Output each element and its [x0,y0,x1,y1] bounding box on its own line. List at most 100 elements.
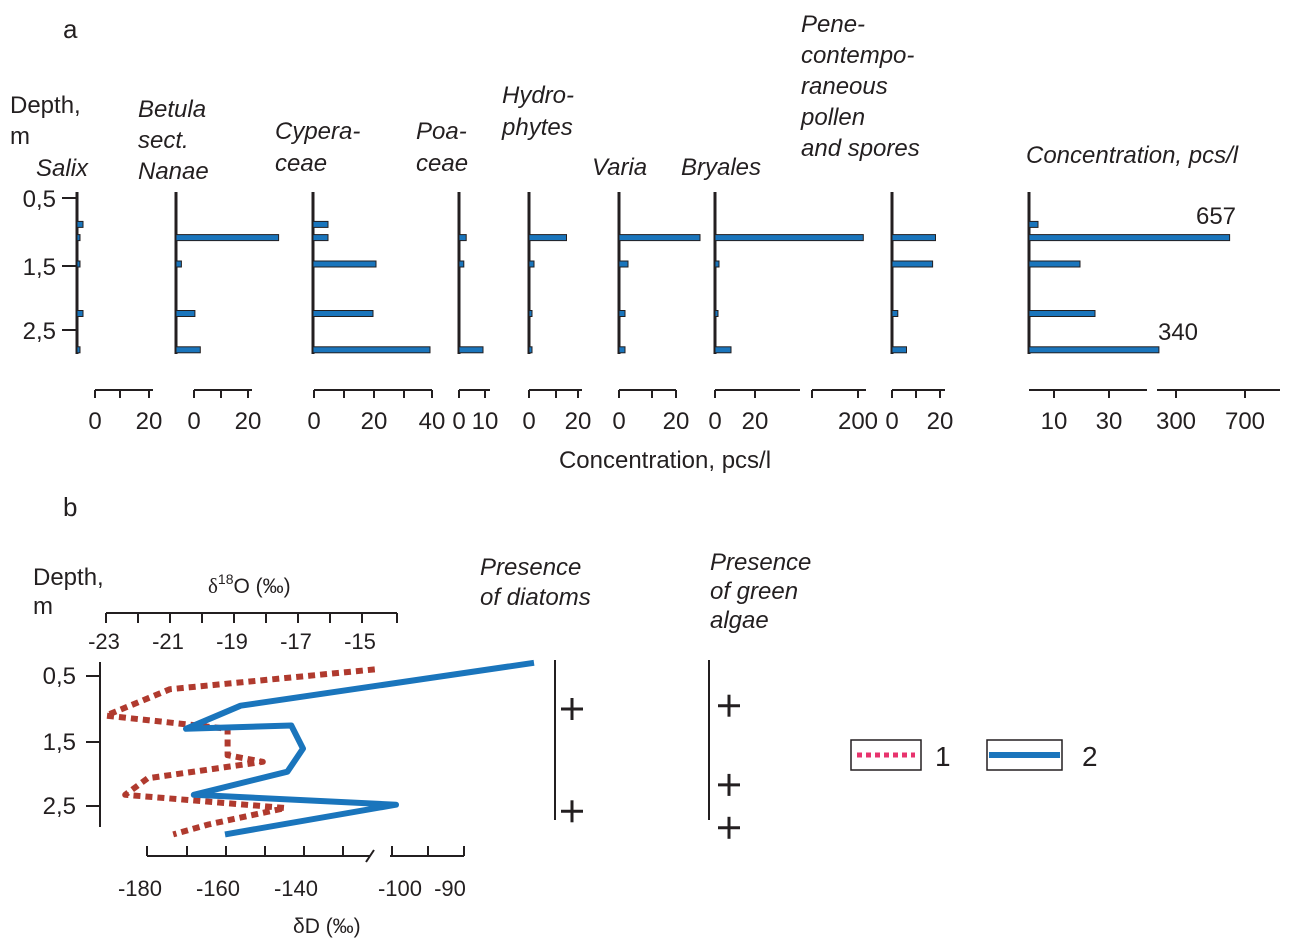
d18o-axis [105,612,398,623]
column-2: Betula sect. Nanae 0 20 [138,96,280,435]
scale-tick-label: 20 [361,408,388,435]
column-5-title: Hydro-phytes [501,82,574,141]
dd-curve [183,659,535,838]
d18o-axis-title: δ18O (‰) [208,571,291,598]
scale-tick-label: 0 [708,408,721,435]
bar [312,220,329,228]
scale-tick-label: 20 [235,408,262,435]
bar [175,310,196,317]
scale-tick-label: 0 [522,408,535,435]
diatom-marker [561,698,583,720]
bar [714,346,732,354]
d18o-tick-1: -23 [88,629,120,654]
scale-tick-label: 20 [565,408,592,435]
algae-title: Presence of green algae [710,549,818,634]
scale-tick-label: 20 [136,408,163,435]
column-4-title: Poa-ceae [416,118,468,177]
bar [891,234,936,242]
column-5: Hydro-phytes 0 20 [501,82,591,435]
column-6-title: Varia [592,154,647,181]
scale-tick-label: 0 [88,408,101,435]
diatom-marker [561,800,583,823]
scale-tick-label: 10 [1041,408,1068,435]
bar [76,220,84,228]
bar [458,234,467,242]
column-6: Varia 0 20 [592,154,701,435]
bar [714,234,864,242]
dd-axis-title: δD (‰) [293,915,361,938]
d18o-tick-4: -17 [280,629,312,654]
bar [714,310,719,317]
column-8: Pene-contempo-raneous pollen and spores 0 20 [800,11,953,435]
bar [312,310,374,317]
green-algae-marker [718,816,740,839]
dd-tick-2: -160 [196,876,240,901]
scale-tick-label: 20 [927,408,954,435]
bar [618,346,626,354]
column-1: Salix 0 20 [36,155,162,435]
panel-a-depth-tick-3: 2,5 [23,318,56,345]
bar [458,346,484,354]
scale-tick-label: 20 [742,408,769,435]
panel-b-depth-label: Depth, m [33,564,110,620]
diatoms-title: Presence of diatoms [480,554,591,611]
d18o-tick-5: -15 [344,629,376,654]
bar [528,260,535,268]
bar [891,260,934,268]
bar [618,260,629,268]
d18o-tick-3: -19 [216,629,248,654]
panel-a-label: a [63,14,78,44]
scale-tick-label: 0 [187,408,200,435]
bar [175,234,280,242]
bar [76,260,81,268]
panel-a-bottom-label: Concentration, pcs/l [559,447,771,474]
bar [175,260,182,268]
dd-axis [146,846,465,863]
column-2-title: Betula sect. Nanae [138,96,209,185]
legend: 1 2 [850,739,1098,772]
scale-tick-label: 0 [452,408,465,435]
scale-tick-label: 0 [885,408,898,435]
bar [76,234,81,242]
column-7-title: Bryales [681,154,761,181]
dd-tick-5: -90 [434,876,466,901]
dd-tick-3: -140 [274,876,318,901]
scale-tick-label: 700 [1225,408,1265,435]
bar [312,346,431,354]
scale-tick-label: 300 [1156,408,1196,435]
bar [312,260,377,268]
panel-b-depth-tick-2: 1,5 [43,729,76,756]
scale-tick-label: 30 [1096,408,1123,435]
dd-tick-1: -180 [118,876,162,901]
bar [528,234,567,242]
panel-b-label: b [63,492,77,522]
green-algae-marker [718,694,740,717]
scale-tick-label: 40 [419,408,446,435]
panel-b-depth-tick-3: 2,5 [43,793,76,820]
dd-tick-4: -100 [378,876,422,901]
bar [1028,260,1081,268]
annotation-340: 340 [1158,319,1198,346]
panel-a-depth-tick-2: 1,5 [23,254,56,281]
d18o-curve [103,666,376,838]
bar [1028,234,1231,242]
column-3-title: Cypera-ceae [275,118,360,177]
scale-tick-label: 0 [307,408,320,435]
bar [618,310,626,317]
bar [528,310,533,317]
bar [1028,310,1096,317]
scale-tick-label: 10 [472,408,499,435]
panel-b-depth-axis [86,662,101,827]
column-9-title: Concentration, pcs/l [1026,142,1239,169]
column-7: Bryales 0 20 200 [681,154,878,435]
bar [76,346,81,354]
legend-key-2: 2 [1082,741,1098,772]
column-9: Concentration, pcs/l 10 30 300 700 [1026,142,1280,435]
bar [714,260,720,268]
column-1-title: Salix [36,155,89,182]
annotation-657: 657 [1196,203,1236,230]
d18o-tick-2: -21 [152,629,184,654]
panel-a-depth-tick-1: 0,5 [23,186,56,213]
